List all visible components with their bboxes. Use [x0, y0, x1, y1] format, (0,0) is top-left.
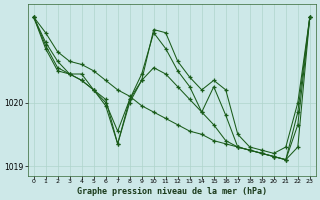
X-axis label: Graphe pression niveau de la mer (hPa): Graphe pression niveau de la mer (hPa): [77, 187, 267, 196]
